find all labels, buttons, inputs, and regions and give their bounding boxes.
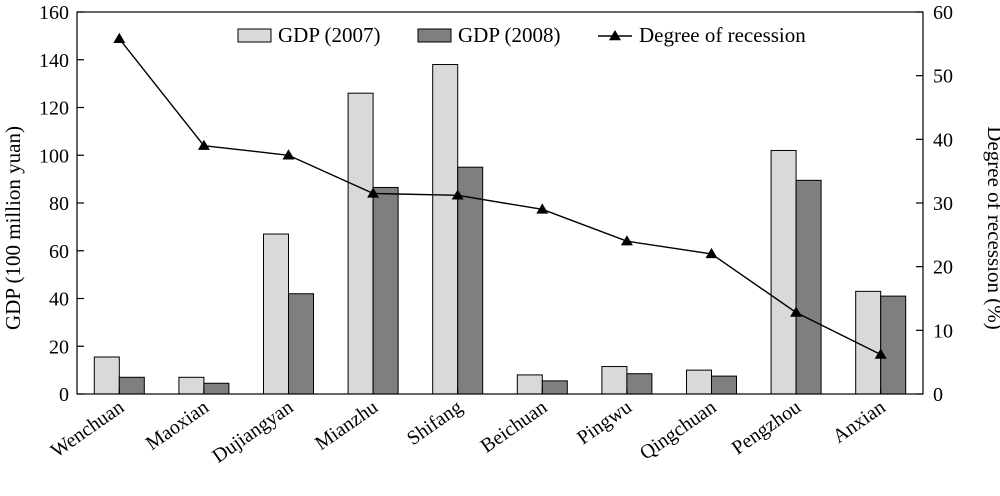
bar-gdp-2008-wenchuan	[118, 376, 145, 395]
legend-label: GDP (2008)	[458, 23, 560, 47]
right-tick-label: 40	[933, 129, 953, 151]
bar-gdp-2008-pingwu	[626, 373, 653, 395]
recession-point-pengzhou	[790, 306, 803, 317]
x-tick-label-pingwu: Pingwu	[573, 396, 636, 449]
left-tick-label: 120	[39, 98, 69, 120]
bars-layer	[93, 64, 907, 395]
x-tick-label-maoxian: Maoxian	[142, 396, 213, 455]
recession-point-pingwu	[620, 235, 633, 246]
bar-gdp-2007-wenchuan	[93, 356, 120, 395]
right-axis: 0 10 20 30 40 50 60	[916, 2, 953, 406]
bar-gdp-2007-dujiangyan	[263, 233, 289, 395]
legend-swatch	[417, 28, 452, 43]
legend-label: Degree of recession	[639, 23, 806, 47]
bar-gdp-2008-pengzhou	[795, 179, 822, 395]
recession-point-dujiangyan	[282, 149, 295, 160]
bar-gdp-2007-mianzhu	[347, 92, 374, 395]
x-tick-label-pengzhou: Pengzhou	[728, 396, 805, 459]
right-tick-label: 0	[933, 384, 943, 406]
bar-gdp-2007-maoxian	[178, 376, 205, 395]
left-tick-label: 100	[39, 145, 69, 167]
legend-triangle-marker	[609, 30, 621, 41]
recession-point-qingchuan	[705, 247, 718, 259]
bar-gdp-2008-maoxian	[203, 382, 230, 395]
left-axis-title: GDP (100 million yuan)	[1, 126, 25, 330]
bar-gdp-2008-anxian	[880, 295, 907, 395]
x-tick-label-shifang: Shifang	[403, 396, 467, 450]
right-axis-title: Degree of recession (%)	[983, 126, 1000, 329]
bar-gdp-2008-qingchuan	[711, 375, 737, 395]
legend-swatch	[237, 28, 272, 43]
bar-gdp-2008-beichuan	[541, 380, 568, 395]
x-tick-label-qingchuan: Qingchuan	[636, 396, 721, 464]
bar-gdp-2007-pingwu	[601, 366, 628, 395]
right-tick-label: 60	[933, 2, 953, 24]
x-tick-label-anxian: Anxian	[829, 396, 890, 448]
left-tick-label: 160	[39, 2, 69, 24]
bar-gdp-2008-shifang	[457, 166, 484, 395]
recession-point-shifang	[451, 189, 464, 200]
left-tick-label: 140	[39, 50, 69, 72]
bar-gdp-2007-beichuan	[516, 374, 543, 395]
recession-point-maoxian	[197, 139, 210, 150]
x-tick-label-beichuan: Beichuan	[477, 396, 551, 457]
left-axis: 0 20 40 60 80 100 120 140 160	[39, 2, 84, 406]
bar-gdp-2007-pengzhou	[770, 149, 797, 395]
right-tick-label: 20	[933, 257, 953, 279]
recession-point-wenchuan	[113, 32, 126, 43]
left-tick-label: 60	[49, 241, 69, 263]
left-tick-label: 80	[49, 193, 69, 215]
legend-label: GDP (2007)	[278, 23, 380, 47]
left-tick-label: 20	[49, 336, 69, 358]
recession-point-anxian	[874, 348, 887, 359]
bar-gdp-2007-shifang	[432, 64, 459, 395]
bar-gdp-2007-qingchuan	[686, 369, 712, 395]
left-tick-label: 40	[49, 289, 69, 311]
recession-point-mianzhu	[367, 187, 380, 198]
x-tick-label-mianzhu: Mianzhu	[311, 396, 382, 455]
bar-gdp-2008-mianzhu	[372, 186, 399, 395]
bar-gdp-2008-dujiangyan	[288, 293, 314, 395]
right-tick-label: 30	[933, 193, 953, 215]
right-tick-label: 10	[933, 320, 953, 342]
left-tick-label: 0	[59, 384, 69, 406]
bar-gdp-2007-anxian	[855, 290, 882, 395]
right-tick-label: 50	[933, 66, 953, 88]
legend: GDP (2007) GDP (2008) Degree of recession	[237, 23, 806, 47]
recession-line	[118, 38, 882, 356]
recession-point-beichuan	[536, 203, 549, 214]
recession-line-layer	[113, 32, 887, 359]
x-tick-label-dujiangyan: Dujiangyan	[208, 396, 297, 468]
